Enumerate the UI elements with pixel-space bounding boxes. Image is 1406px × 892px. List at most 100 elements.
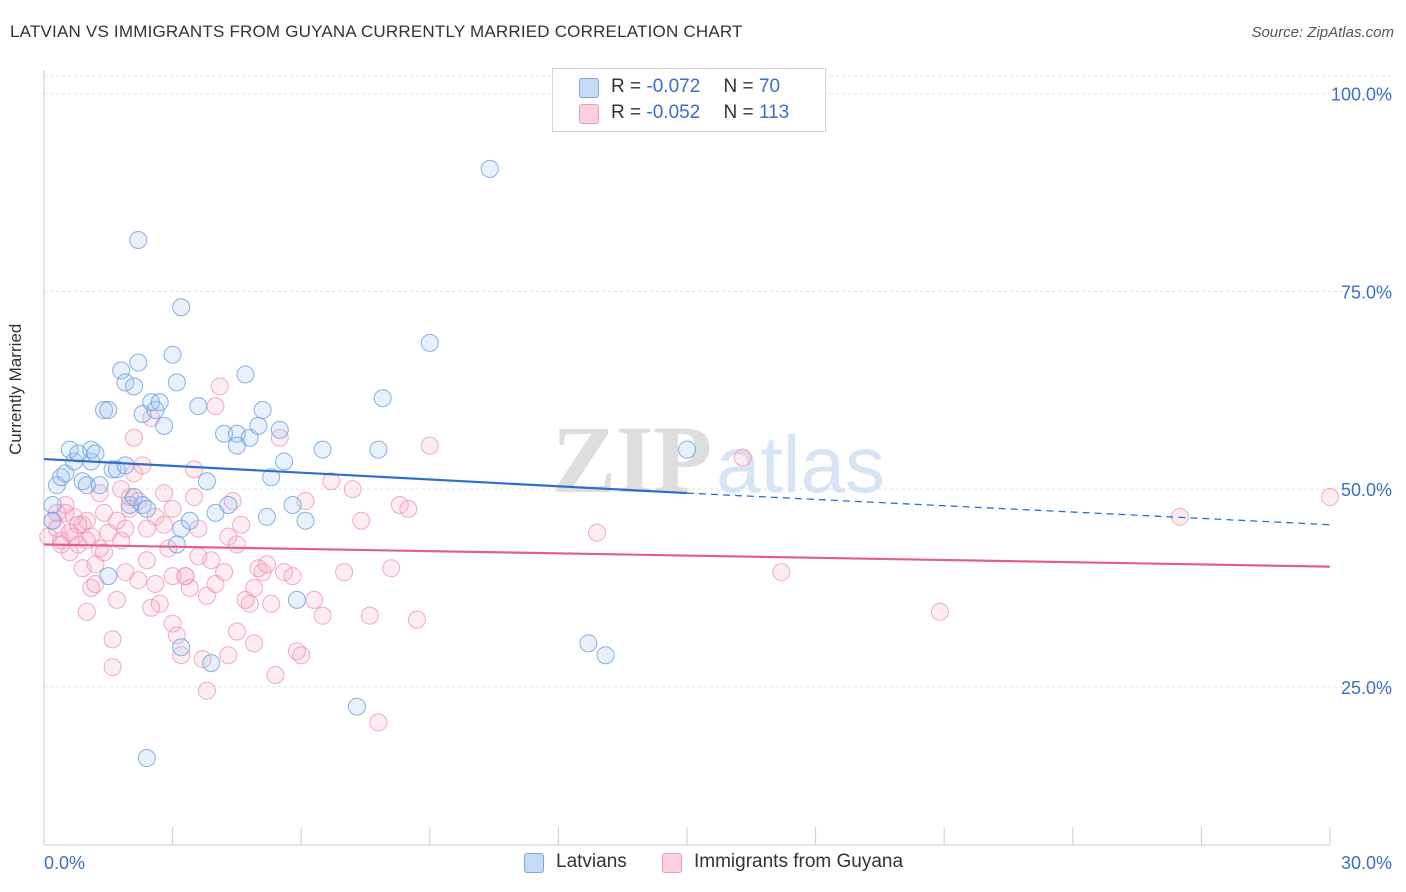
point-latvians xyxy=(125,377,144,396)
legend-n-value-guyana: 113 xyxy=(758,102,790,123)
point-guyana xyxy=(167,626,186,645)
point-guyana xyxy=(137,519,156,538)
source-credit: Source: ZipAtlas.com xyxy=(1251,24,1394,41)
point-latvians xyxy=(163,345,182,364)
point-latvians xyxy=(167,535,186,554)
point-latvians xyxy=(275,452,294,471)
watermark-atlas: atlas xyxy=(716,420,885,509)
point-latvians xyxy=(202,654,221,673)
point-latvians xyxy=(129,353,148,372)
bottom-legend-swatch-guyana xyxy=(662,853,682,873)
point-guyana xyxy=(236,590,255,609)
point-guyana xyxy=(733,448,752,467)
legend-n-value-latvians: 70 xyxy=(758,76,781,97)
legend-n-label: N = xyxy=(723,76,754,97)
y-tick-label: 25.0% xyxy=(1341,678,1392,698)
x-tick-label: 0.0% xyxy=(44,853,85,873)
legend-r-value-guyana: -0.052 xyxy=(646,102,701,123)
y-tick-label: 50.0% xyxy=(1341,480,1392,500)
point-guyana xyxy=(313,606,332,625)
point-guyana xyxy=(360,606,379,625)
point-guyana xyxy=(343,480,362,499)
x-tick-label: 30.0% xyxy=(1341,853,1392,873)
point-guyana xyxy=(77,531,96,550)
point-guyana xyxy=(159,539,178,558)
point-guyana xyxy=(420,436,439,455)
point-guyana xyxy=(185,488,204,507)
point-latvians xyxy=(296,511,315,530)
point-latvians xyxy=(77,476,96,495)
point-guyana xyxy=(206,397,225,416)
point-guyana xyxy=(322,472,341,491)
point-guyana xyxy=(193,650,212,669)
point-guyana xyxy=(369,713,388,732)
point-guyana xyxy=(210,377,229,396)
point-latvians xyxy=(420,333,439,352)
point-latvians xyxy=(227,436,246,455)
point-guyana xyxy=(56,503,75,522)
point-guyana xyxy=(262,594,281,613)
point-latvians xyxy=(253,401,272,420)
point-latvians xyxy=(373,389,392,408)
point-guyana xyxy=(390,495,409,514)
point-guyana xyxy=(930,602,949,621)
point-latvians xyxy=(206,503,225,522)
point-latvians xyxy=(107,460,126,479)
point-latvians xyxy=(60,440,79,459)
point-latvians xyxy=(129,231,148,250)
point-latvians xyxy=(116,373,135,392)
point-guyana xyxy=(227,622,246,641)
point-guyana xyxy=(90,484,109,503)
legend-text-latvians: R = -0.072 N = 70 xyxy=(611,76,780,98)
point-latvians xyxy=(283,495,302,514)
point-latvians xyxy=(219,495,238,514)
point-latvians xyxy=(43,511,62,530)
point-latvians xyxy=(155,416,174,435)
point-guyana xyxy=(245,634,264,653)
legend-r-label: R = xyxy=(611,102,642,123)
point-guyana xyxy=(107,511,126,530)
point-guyana xyxy=(107,590,126,609)
point-latvians xyxy=(116,456,135,475)
point-guyana xyxy=(407,610,426,629)
point-guyana xyxy=(219,646,238,665)
point-latvians xyxy=(313,440,332,459)
point-guyana xyxy=(176,567,195,586)
bottom-legend-label-latvians: Latvians xyxy=(556,851,627,872)
point-guyana xyxy=(65,507,84,526)
point-guyana xyxy=(270,428,289,447)
point-guyana xyxy=(1321,488,1339,507)
point-guyana xyxy=(185,460,204,479)
point-guyana xyxy=(112,480,131,499)
point-latvians xyxy=(137,749,156,768)
point-latvians xyxy=(197,472,216,491)
point-guyana xyxy=(215,563,234,582)
point-latvians xyxy=(90,476,109,495)
point-guyana xyxy=(772,563,791,582)
point-latvians xyxy=(112,361,131,380)
point-guyana xyxy=(197,681,216,700)
chart-title: LATVIAN VS IMMIGRANTS FROM GUYANA CURREN… xyxy=(10,22,743,41)
point-guyana xyxy=(73,559,92,578)
legend-swatch-guyana xyxy=(579,104,599,124)
point-guyana xyxy=(352,511,371,530)
point-guyana xyxy=(129,571,148,590)
point-latvians xyxy=(579,634,598,653)
point-guyana xyxy=(137,551,156,570)
point-latvians xyxy=(678,440,696,459)
point-latvians xyxy=(215,424,234,443)
point-guyana xyxy=(266,665,285,684)
point-guyana xyxy=(227,535,246,554)
point-guyana xyxy=(103,658,122,677)
point-guyana xyxy=(146,575,165,594)
point-guyana xyxy=(232,515,251,534)
legend-r-label: R = xyxy=(611,76,642,97)
bottom-legend-swatch-latvians xyxy=(524,853,544,873)
stats-legend: R = -0.072 N = 70 R = -0.052 N = 113 xyxy=(552,68,826,132)
legend-n-label: N = xyxy=(723,102,754,123)
trendline-latvians xyxy=(43,457,688,495)
point-latvians xyxy=(236,365,255,384)
point-guyana xyxy=(283,567,302,586)
point-latvians xyxy=(99,401,118,420)
